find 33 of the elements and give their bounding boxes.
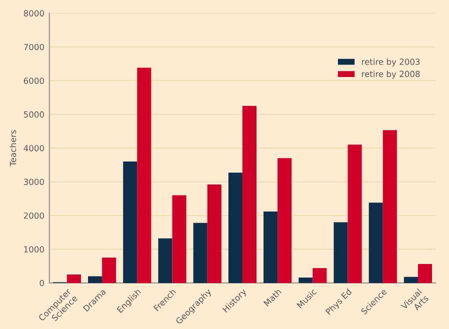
bar — [123, 162, 138, 283]
y-tick-label: 4000 — [24, 145, 44, 152]
bar — [172, 195, 186, 283]
y-tick-label: 6000 — [24, 78, 44, 84]
bar — [158, 238, 172, 283]
bar — [228, 172, 242, 283]
bar — [66, 274, 81, 283]
legend-label: retire by 2003 — [362, 58, 420, 66]
y-tick-label: 1000 — [24, 246, 44, 252]
bar — [312, 268, 327, 283]
y-tick-label: 7000 — [24, 44, 44, 50]
bar — [348, 144, 362, 283]
bar — [368, 202, 383, 283]
legend-label: retire by 2008 — [362, 70, 420, 79]
bar — [264, 211, 278, 283]
bar — [278, 158, 292, 283]
y-tick-label: 0 — [40, 280, 44, 286]
bar — [193, 222, 208, 283]
y-tick-label: 8000 — [24, 10, 44, 16]
bar — [207, 184, 222, 283]
bar — [382, 130, 397, 283]
y-tick-label: 3000 — [24, 178, 44, 186]
bar — [88, 276, 102, 283]
bar — [418, 264, 432, 283]
bar — [334, 222, 348, 283]
y-tick-label: 2000 — [24, 212, 44, 219]
bar — [298, 278, 313, 283]
y-tick-label: 5000 — [24, 111, 44, 118]
bar — [102, 258, 116, 283]
y-axis-title: Teachers — [10, 130, 16, 166]
bar — [242, 106, 256, 283]
bar — [404, 276, 418, 283]
bar — [137, 68, 152, 283]
